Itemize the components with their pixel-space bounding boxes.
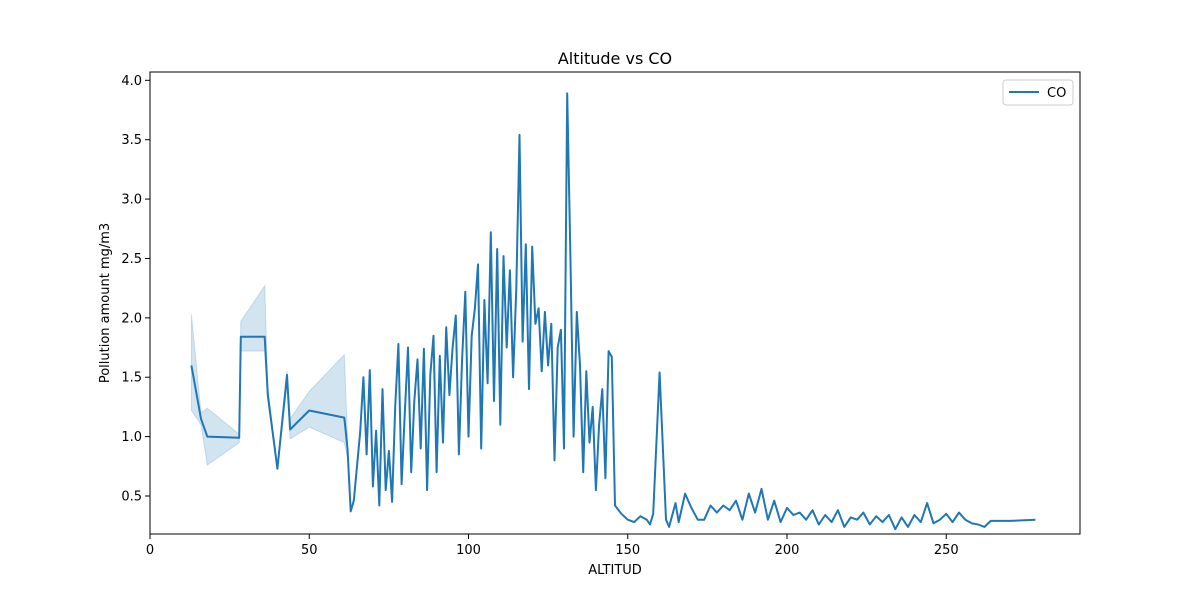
legend-label-co: CO [1047,86,1066,101]
x-tick-label: 250 [934,543,959,558]
x-tick-label: 150 [615,543,640,558]
plot-frame [149,71,1081,535]
x-tick-label: 100 [456,543,481,558]
chart-title: Altitude vs CO [558,49,672,68]
y-tick-label: 1.5 [121,371,142,386]
x-axis-label: ALTITUD [588,563,642,578]
y-tick-label: 4.0 [121,74,142,89]
y-axis-ticks: 0.5 1.0 1.5 2.0 2.5 3.0 3.5 4.0 [121,74,150,504]
series-co-confidence-band [190,284,348,470]
x-tick-label: 50 [301,543,318,558]
confidence-band-layer [190,284,348,470]
x-tick-label: 200 [775,543,800,558]
x-tick-label: 0 [146,543,154,558]
legend[interactable]: CO [1002,79,1074,106]
series-co-line [190,92,1036,531]
series-line-layer [190,92,1036,531]
y-tick-label: 3.5 [121,133,142,148]
y-tick-label: 1.0 [121,430,142,445]
y-tick-label: 2.5 [121,252,142,267]
y-tick-label: 2.0 [121,311,142,326]
y-tick-label: 0.5 [121,489,142,504]
x-axis-ticks: 0 50 100 150 200 250 [146,534,959,558]
y-axis-label: Pollution amount mg/m3 [98,223,113,383]
y-tick-label: 3.0 [121,193,142,208]
